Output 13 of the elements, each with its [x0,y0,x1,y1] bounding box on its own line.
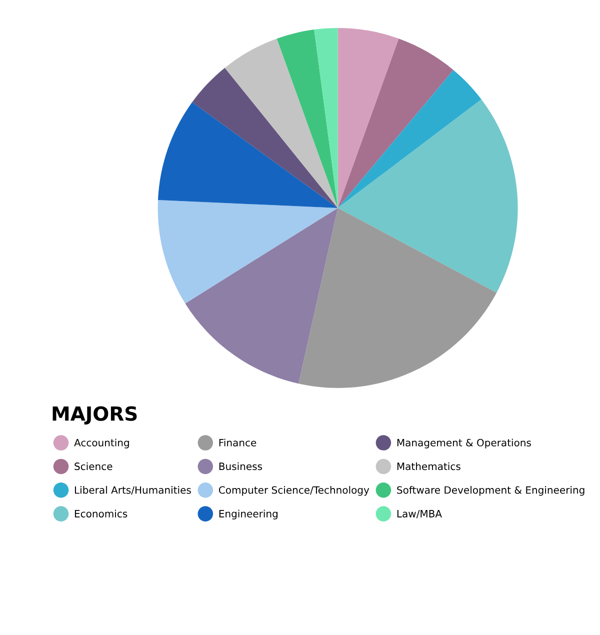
legend-label: Accounting [74,438,129,448]
legend-label: Law/MBA [397,510,442,518]
legend-label: Liberal Arts/Humanities [74,486,191,495]
legend-label: Software Development & Engineering [397,486,584,496]
legend-label: Finance [219,438,256,446]
legend-label: Engineering [219,510,278,520]
legend-label: Management & Operations [397,438,531,448]
legend-title: MAJORS [52,406,137,425]
legend-label: Mathematics [397,462,460,470]
legend-label: Science [74,462,112,470]
legend-label: Computer Science/Technology [218,486,370,496]
legend-label: Economics [74,510,128,518]
legend-label: Business [219,462,262,470]
